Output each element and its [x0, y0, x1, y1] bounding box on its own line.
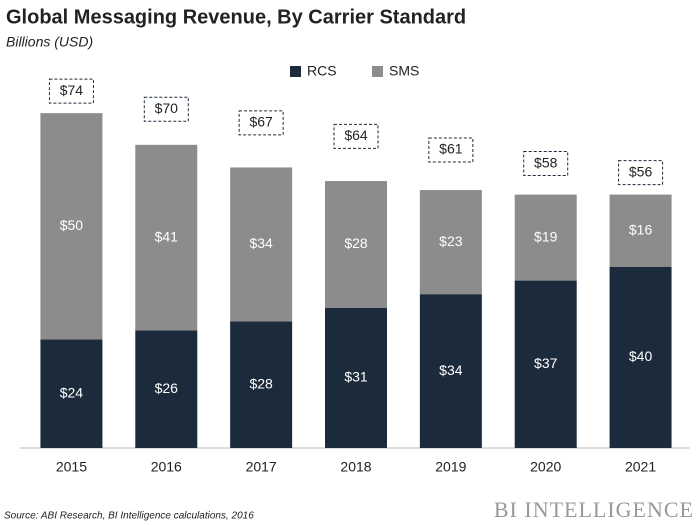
bar-segment [419, 294, 482, 448]
bar-segment [40, 339, 103, 448]
bar-segment [514, 194, 577, 281]
data-label: $41 [155, 228, 179, 244]
data-label: $50 [60, 217, 84, 233]
data-label: $19 [534, 228, 558, 244]
legend-swatch [372, 66, 383, 77]
data-label: $31 [344, 369, 368, 385]
total-box [333, 123, 379, 149]
bar-segment [609, 194, 672, 267]
legend-swatch [290, 66, 301, 77]
legend-label: SMS [389, 63, 419, 79]
bar-segment [230, 167, 293, 322]
bar-segment [325, 181, 387, 308]
total-label: $70 [155, 100, 179, 116]
data-label: $16 [629, 222, 653, 238]
bar-segment [325, 307, 387, 448]
x-tick-label: 2016 [151, 459, 182, 475]
total-label: $56 [629, 163, 653, 179]
x-tick-label: 2017 [246, 459, 277, 475]
total-label: $67 [249, 114, 273, 130]
data-label: $24 [60, 384, 84, 400]
brand-logo: BI INTELLIGENCE [494, 497, 694, 522]
bar-segment [40, 113, 103, 340]
bar-segment [419, 190, 482, 295]
total-box [428, 137, 474, 163]
total-label: $74 [60, 82, 84, 98]
x-tick-label: 2020 [530, 459, 561, 475]
data-label: $23 [439, 233, 463, 249]
data-label: $28 [249, 375, 273, 391]
data-label: $26 [155, 380, 179, 396]
chart-subtitle: Billions (USD) [6, 34, 93, 50]
x-tick-label: 2015 [56, 459, 87, 475]
total-label: $64 [344, 127, 368, 143]
bar-segment [514, 280, 577, 448]
data-label: $34 [249, 235, 273, 251]
total-box [48, 78, 94, 104]
data-label: $28 [344, 235, 368, 251]
source: Source: ABI Research, BI Intelligence ca… [4, 511, 254, 522]
chart-title: Global Messaging Revenue, By Carrier Sta… [6, 6, 466, 28]
x-tick-label: 2018 [340, 459, 371, 475]
x-tick-label: 2021 [625, 459, 656, 475]
bar-segment [135, 330, 198, 448]
x-tick-label: 2019 [435, 459, 466, 475]
bar-segment [135, 144, 198, 331]
total-label: $61 [439, 141, 463, 157]
total-label: $58 [534, 154, 558, 170]
data-label: $34 [439, 362, 463, 378]
data-label: $40 [629, 348, 653, 364]
total-box [238, 110, 284, 136]
legend-label: RCS [307, 63, 337, 79]
bar-segment [230, 321, 293, 448]
total-box [618, 160, 664, 186]
bar-segment [609, 267, 672, 448]
data-label: $37 [534, 355, 558, 371]
total-box [143, 96, 189, 122]
total-box [523, 151, 569, 177]
